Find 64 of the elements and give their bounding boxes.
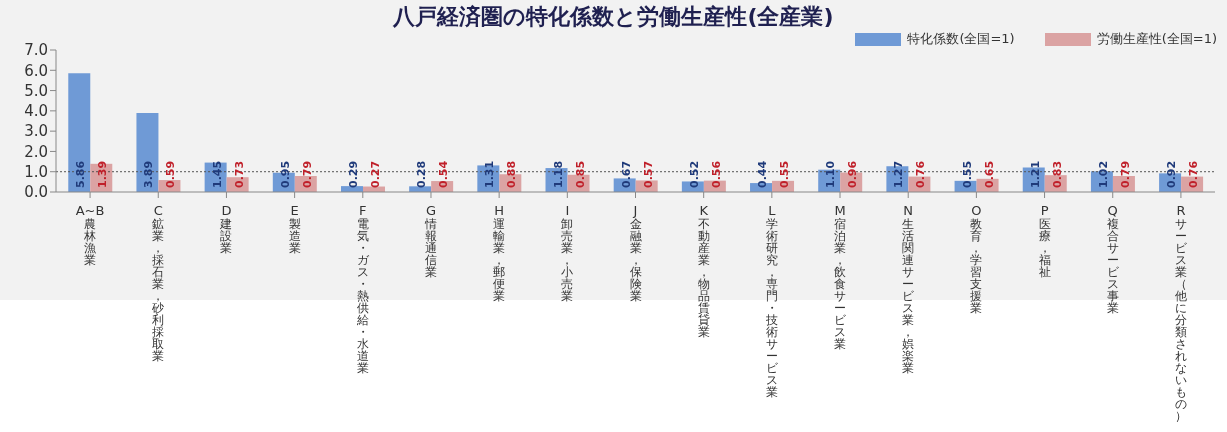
bar	[68, 73, 91, 192]
data-label: 1.27	[892, 160, 906, 188]
data-label: 0.29	[346, 160, 360, 188]
y-tick-label: 4.0	[24, 102, 48, 121]
data-label: 1.21	[1028, 160, 1042, 188]
x-tick-label: P 医療，福祉	[1038, 203, 1051, 279]
data-label: 1.39	[96, 160, 110, 188]
data-label: 0.59	[164, 160, 178, 188]
data-label: 0.73	[232, 160, 246, 188]
legend-label: 労働生産性(全国=1)	[1096, 30, 1217, 48]
data-label: 0.79	[1118, 160, 1132, 188]
y-tick-label: 7.0	[24, 41, 48, 60]
data-label: 0.67	[619, 160, 633, 188]
data-label: 1.18	[551, 160, 565, 188]
data-label: 0.79	[300, 160, 314, 188]
data-label: 0.52	[687, 160, 701, 188]
category-label: O 教育，学習支援業	[970, 203, 983, 315]
x-tick-label: H 運輸業，郵便業	[493, 203, 506, 303]
chart-title: 八戸経済圏の特化係数と労働生産性(全産業)	[392, 3, 835, 31]
data-label: 1.31	[483, 160, 497, 188]
y-tick-label: 0.0	[24, 183, 48, 202]
data-label: 0.44	[756, 160, 770, 188]
data-label: 1.45	[210, 160, 224, 188]
y-tick-label: 3.0	[24, 122, 48, 141]
category-label: F 電気・ガス・熱供給・水道業	[356, 203, 369, 375]
data-label: 0.55	[960, 160, 974, 188]
data-label: 0.83	[1050, 160, 1064, 188]
data-label: 0.27	[368, 160, 382, 188]
y-tick-label: 6.0	[24, 61, 48, 80]
data-label: 0.28	[415, 160, 429, 188]
y-tick-label: 1.0	[24, 163, 48, 182]
y-tick-label: 5.0	[24, 81, 48, 100]
data-label: 0.56	[709, 160, 723, 188]
data-label: 5.86	[74, 160, 88, 188]
data-label: 0.88	[505, 160, 519, 188]
data-label: 0.54	[437, 160, 451, 188]
category-label: L 学術研究，専門・技術サービス業	[765, 203, 778, 399]
x-tick-label: A~B 農林漁業	[75, 203, 105, 267]
x-tick-label: E 製造業	[288, 203, 301, 255]
data-label: 1.02	[1096, 160, 1110, 188]
x-tick-label: J 金融業，保険業	[629, 203, 642, 303]
category-label: M 宿泊業，飲食サービス業	[834, 203, 847, 351]
category-label: R サービス業（他に分類されないもの）	[1174, 203, 1187, 423]
data-label: 0.55	[778, 160, 792, 188]
x-tick-label: G 情報通信業	[423, 203, 437, 279]
data-label: 0.65	[982, 160, 996, 188]
x-tick-label: I 卸売業，小売業	[561, 203, 574, 303]
category-label: C 鉱業，採石業，砂利採取業	[152, 203, 165, 363]
data-label: 3.89	[142, 160, 156, 188]
data-label: 0.85	[573, 160, 587, 188]
y-tick-label: 2.0	[24, 142, 48, 161]
data-label: 0.76	[914, 160, 928, 188]
x-tick-label: D 建設業	[219, 203, 233, 255]
data-label: 0.57	[641, 160, 655, 188]
legend-label: 特化係数(全国=1)	[907, 30, 1015, 48]
data-label: 0.95	[278, 160, 292, 188]
data-label: 0.92	[1165, 160, 1179, 188]
category-label: Q 複合サービス事業	[1106, 203, 1119, 315]
data-label: 0.96	[846, 160, 860, 188]
data-label: 1.10	[824, 160, 838, 188]
category-label: K 不動産業，物品賃貸業	[697, 203, 710, 339]
category-label: N 生活関連サービス業，娯楽業	[902, 203, 915, 375]
data-label: 0.76	[1187, 160, 1201, 188]
bar	[136, 113, 159, 192]
